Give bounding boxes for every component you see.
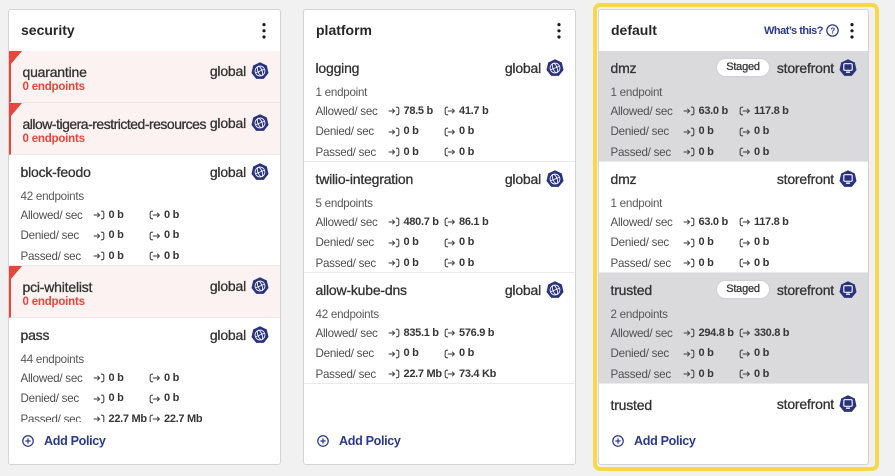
svg-text:?: ? xyxy=(830,26,835,35)
